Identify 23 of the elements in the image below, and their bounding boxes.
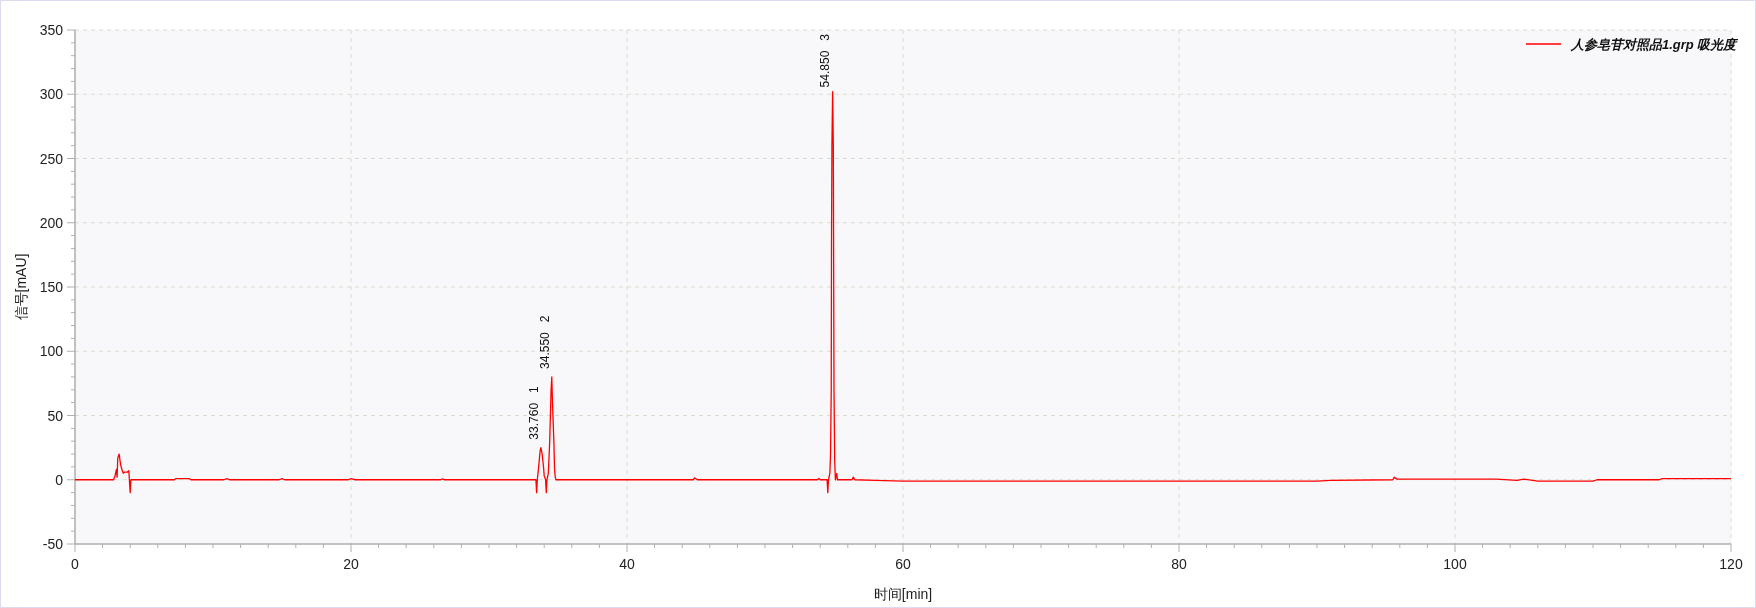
x-tick-label: 100 [1443, 556, 1467, 572]
annotation: 34.550 2 [537, 315, 552, 369]
y-tick-label: 300 [39, 86, 64, 103]
annotation: 33.760 1 [526, 385, 541, 440]
legend-label: 人参皂苷对照品1.grp 吸光度 [1570, 37, 1740, 52]
x-tick-label: 60 [895, 556, 911, 572]
x-tick-label: 20 [343, 556, 359, 572]
y-axis-title: 信号[mAU] [13, 253, 29, 321]
annotation: 54.850 3 [817, 33, 832, 88]
y-tick-label: 250 [39, 150, 64, 167]
y-tick-label: 350 [39, 22, 64, 38]
y-tick-label: 150 [39, 279, 64, 295]
line-series [74, 91, 1732, 494]
x-tick-label: 80 [1171, 556, 1187, 572]
x-tick-label: 40 [619, 556, 635, 572]
x-tick-label: 120 [1719, 556, 1743, 572]
y-tick-label: -50 [42, 536, 64, 552]
y-tick-label: 100 [39, 343, 64, 360]
y-tick-label: 0 [55, 471, 64, 488]
y-tick-label: 50 [47, 407, 64, 424]
x-axis-title: 时间[min] [873, 586, 933, 602]
y-tick-label: 200 [39, 214, 64, 231]
x-tick-label: 0 [71, 556, 80, 572]
